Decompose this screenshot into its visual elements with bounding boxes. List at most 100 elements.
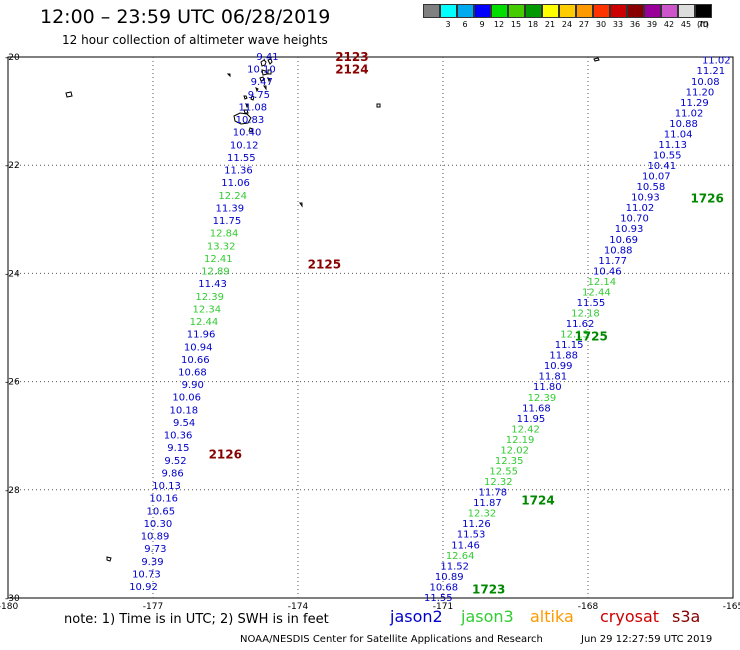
- pass-number-label: 2125: [308, 258, 341, 272]
- legend-label: 21: [544, 20, 556, 29]
- wave-height-value: 11.53: [457, 530, 486, 541]
- island-outline: [65, 91, 73, 98]
- note-text: note: 1) Time is in UTC; 2) SWH is in fe…: [64, 612, 329, 627]
- island-outline: [233, 112, 252, 125]
- wave-height-value: 12.18: [571, 309, 600, 320]
- wave-height-value: 10.99: [544, 361, 573, 372]
- wave-height-value: 10.07: [642, 172, 671, 183]
- legend-swatch: [644, 4, 661, 18]
- wave-height-value: 12.13: [560, 330, 589, 341]
- island-outline: [259, 76, 265, 82]
- pass-number-label: 2124: [335, 62, 368, 76]
- wave-height-value: 11.55: [227, 153, 256, 164]
- x-tick-label: -174: [288, 602, 309, 612]
- legend-label: 45: [680, 20, 692, 29]
- island-outline: [255, 87, 259, 93]
- pass-number-label: 2126: [209, 448, 242, 462]
- wave-height-value: 10.40: [233, 128, 262, 139]
- legend-swatch: [508, 4, 525, 18]
- wave-height-value: 10.93: [631, 193, 660, 204]
- wave-height-value: 9.47: [251, 77, 273, 88]
- wave-height-value: 11.80: [533, 382, 562, 393]
- pass-number-label: 1723: [472, 582, 505, 596]
- wave-height-value: 11.81: [538, 372, 567, 383]
- legend-swatch: [593, 4, 610, 18]
- legend-label: 12: [493, 20, 505, 29]
- wave-height-value: 11.55: [577, 298, 606, 309]
- wave-height-value: 11.88: [549, 351, 578, 362]
- wave-height-value: 11.95: [517, 414, 546, 425]
- wave-height-value: 10.68: [429, 582, 458, 593]
- legend-label: 27: [578, 20, 590, 29]
- wave-height-value: 10.30: [144, 519, 173, 530]
- wave-height-value: 12.64: [446, 551, 475, 562]
- wave-height-value: 10.88: [669, 119, 698, 130]
- y-tick-label: -30: [5, 594, 20, 604]
- wave-height-value: 11.29: [680, 98, 709, 109]
- wave-height-value: 10.68: [178, 368, 207, 379]
- wave-height-value: 10.18: [169, 405, 198, 416]
- legend-label: 70: [697, 20, 709, 29]
- island-outline: [267, 69, 272, 75]
- y-tick-label: -24: [5, 269, 20, 279]
- wave-height-value: 12.89: [201, 267, 230, 278]
- legend-labels: 3 6 9 12 15 18 21 24 27 30 33 36 39 42 45 70 (ft): [423, 18, 740, 32]
- wave-height-value: 10.10: [247, 65, 276, 76]
- wave-height-value: 12.39: [528, 393, 557, 404]
- legend-swatch: [661, 4, 678, 18]
- wave-height-value: 11.36: [224, 166, 253, 177]
- wave-height-value: 10.06: [172, 393, 201, 404]
- color-legend: 3 6 9 12 15 18 21 24 27 30 33 36 39 42 45 70 (ft): [423, 4, 740, 32]
- island-outlines: [65, 57, 600, 562]
- legend-swatch: [678, 4, 695, 18]
- wave-height-value: 10.70: [620, 214, 649, 225]
- wave-height-value: 10.41: [647, 161, 676, 172]
- pass-number-label: 2123: [335, 50, 368, 64]
- x-tick-label: -165: [723, 602, 740, 612]
- pass-number-label: 1726: [690, 192, 723, 206]
- wave-height-value: 10.12: [230, 140, 259, 151]
- legend-label: 39: [646, 20, 658, 29]
- wave-height-value: 10.89: [435, 572, 464, 583]
- legend-swatch: [542, 4, 559, 18]
- wave-height-value: 9.90: [182, 380, 204, 391]
- legend-swatch: [491, 4, 508, 18]
- island-outline: [267, 77, 271, 83]
- wave-height-value: 9.75: [248, 90, 270, 101]
- legend-label: 36: [629, 20, 641, 29]
- wave-height-value: 12.44: [582, 287, 611, 298]
- wave-height-value: 10.65: [146, 506, 175, 517]
- wave-height-value: 10.89: [141, 532, 170, 543]
- wave-height-value: 9.41: [256, 52, 278, 63]
- wave-height-value: 10.46: [593, 266, 622, 277]
- island-outline: [106, 556, 112, 562]
- wave-height-value: 11.39: [216, 203, 245, 214]
- legend-label: 33: [612, 20, 624, 29]
- map-frame: [7, 56, 734, 599]
- legend-swatch: [559, 4, 576, 18]
- wave-height-value: 11.04: [664, 129, 693, 140]
- wave-height-value: 10.94: [184, 342, 213, 353]
- wave-height-value: 12.44: [190, 317, 219, 328]
- wave-height-value: 12.19: [506, 435, 535, 446]
- wave-height-value: 9.52: [164, 456, 186, 467]
- page-subtitle: 12 hour collection of altimeter wave hei…: [62, 33, 328, 47]
- wave-height-value: 10.88: [604, 245, 633, 256]
- wave-height-value: 11.02: [702, 56, 731, 67]
- wave-height-value: 12.84: [210, 229, 239, 240]
- wave-height-value: 12.41: [204, 254, 233, 265]
- wave-height-value: 11.15: [555, 340, 584, 351]
- legend-label: 18: [527, 20, 539, 29]
- wave-height-value: 11.68: [522, 403, 551, 414]
- x-tick-label: -177: [143, 602, 163, 612]
- wave-height-value: 12.55: [489, 467, 518, 478]
- island-outline: [250, 95, 255, 101]
- legend-label: (ft): [696, 20, 710, 29]
- wave-height-value: 11.62: [566, 319, 595, 330]
- island-outline: [226, 73, 231, 78]
- island-outline: [261, 69, 268, 76]
- satellite-altika: altika: [530, 607, 574, 626]
- satellite-jason2: jason2: [390, 607, 443, 626]
